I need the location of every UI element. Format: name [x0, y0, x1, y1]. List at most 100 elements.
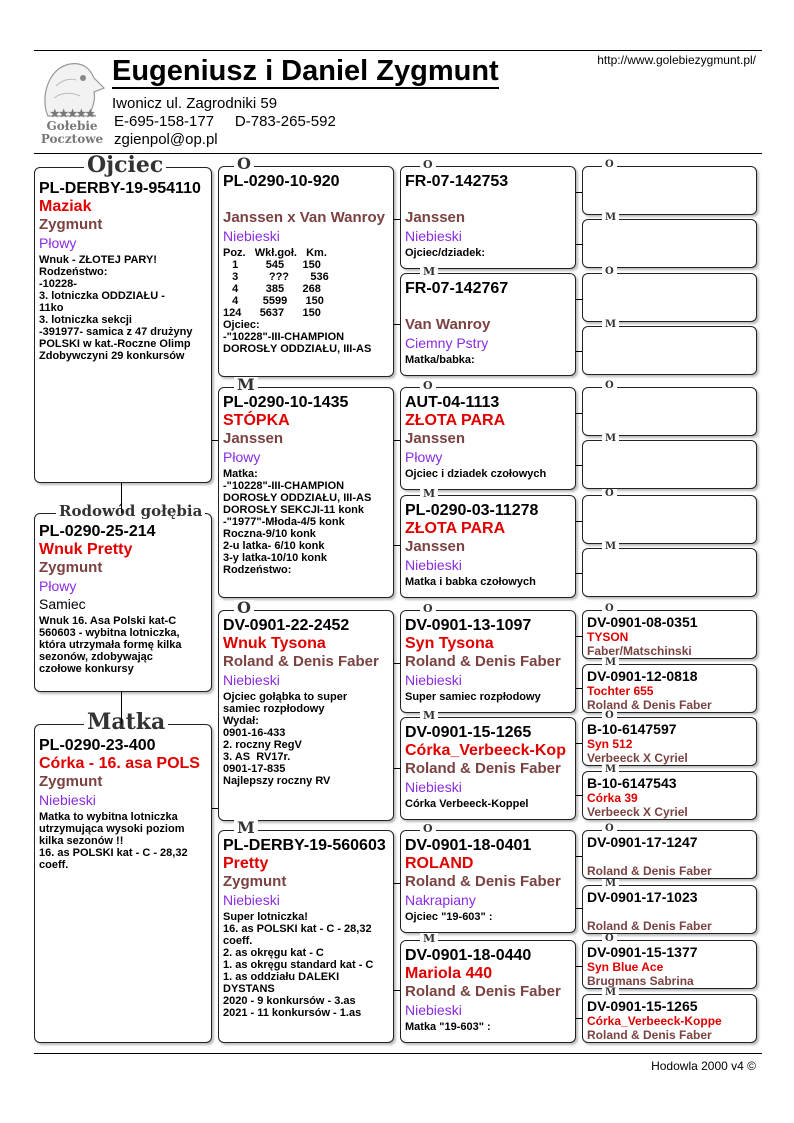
connector-line	[576, 636, 582, 637]
pedigree-box[interactable]: DV-0901-18-0401 ROLAND Roland & Denis Fabe…	[400, 830, 576, 933]
generation-label: M	[602, 213, 620, 223]
note-line: samiec rozpłodowy	[223, 703, 325, 715]
ring-number: DV-0901-13-1097	[405, 617, 532, 634]
notes: Matka to wybitna lotniczka utrzymująca wy…	[39, 811, 207, 871]
note-line: Najlepszy roczny RV	[223, 775, 331, 787]
pedigree-box[interactable]	[582, 326, 757, 375]
note-line: Ojciec gołąbka to super	[223, 691, 348, 703]
pedigree-box[interactable]: PL-0290-03-11278 ZŁOTA PARA Janssen Niebies…	[400, 495, 576, 598]
notes: Matka "19-603" :	[405, 1021, 571, 1033]
connector-line	[576, 573, 582, 574]
note-line: 124 5637 150	[223, 307, 321, 319]
connector-line	[394, 439, 400, 441]
note-line: sezonów, zdobywając	[39, 651, 153, 663]
pedigree-box[interactable]: DV-0901-17-1023 Roland & Denis Faber	[582, 885, 757, 934]
ring-number: DV-0901-17-1247	[587, 834, 698, 850]
generation-label: M	[602, 434, 620, 444]
pedigree-box[interactable]: FR-07-142753 Janssen Niebieski Ojciec/dziad…	[400, 166, 576, 269]
pedigree-box[interactable]: B-10-6147597 Syn 512 Verbeeck X Cyriel	[582, 717, 757, 766]
website-url[interactable]: http://www.golebiezygmunt.pl/	[597, 53, 756, 67]
pedigree-box[interactable]: PL-0290-10-1435 STÓPKA Janssen Płowy Matka:…	[218, 387, 394, 598]
connector-line	[394, 768, 400, 770]
logo-stars: ★★★★★	[49, 107, 95, 120]
notes: Matka: -"10228"-III-CHAMPION DOROSŁY ODDZI…	[223, 468, 389, 576]
breeder-name: Verbeeck X Cyriel	[587, 751, 688, 765]
connector-line	[394, 989, 400, 991]
pigeon-name: Tochter 655	[587, 684, 654, 698]
pigeon-name: ZŁOTA PARA	[405, 412, 506, 429]
generation-label: Matka	[84, 710, 169, 733]
breeder-name: Zygmunt	[39, 559, 103, 576]
pedigree-box[interactable]: B-10-6147543 Córka 39 Verbeeck X Cyriel	[582, 771, 757, 820]
pedigree-box[interactable]	[582, 440, 757, 489]
pedigree-box[interactable]: DV-0901-12-0818 Tochter 655 Roland & Denis…	[582, 664, 757, 713]
pedigree-box[interactable]: DV-0901-15-1377 Syn Blue Ace Brugmans Sabr…	[582, 940, 757, 989]
pedigree-box[interactable]: PL-0290-10-920 Janssen x Van Wanroy Niebie…	[218, 166, 394, 377]
pedigree-box[interactable]: PL-DERBY-19-954110 Maziak Zygmunt Płowy Wnuk…	[34, 167, 212, 483]
note-line: Roczna-9/10 konk	[223, 528, 316, 540]
connector-line	[576, 192, 582, 193]
email[interactable]: zgienpol@op.pl	[114, 131, 218, 148]
connector-line	[576, 521, 582, 522]
address: Iwonicz ul. Zagrodniki 59	[112, 95, 278, 112]
pedigree-box[interactable]	[582, 273, 757, 322]
note-line: -"10228"-III-CHAMPION	[223, 480, 345, 492]
breeder-name: Roland & Denis Faber	[587, 1028, 712, 1042]
note-line: 3. AS RV17r.	[223, 751, 291, 763]
pedigree-box[interactable]	[582, 495, 757, 544]
note-line: Matka:	[223, 468, 258, 480]
generation-label: O	[602, 381, 617, 391]
notes: Super samiec rozpłodowy	[405, 691, 571, 703]
pedigree-box[interactable]: PL-0290-25-214 Wnuk Pretty Zygmunt Płowy Sam…	[34, 513, 212, 692]
pedigree-box[interactable]: DV-0901-15-1265 Córka_Verbeeck-Kop Roland …	[400, 717, 576, 820]
pedigree-box[interactable]: FR-07-142767 Van Wanroy Ciemny Pstry Matka/…	[400, 273, 576, 376]
note-line: która utrzymała formę kilka	[39, 639, 182, 651]
pigeon-name: ZŁOTA PARA	[405, 520, 506, 537]
breeder-name: Janssen	[405, 209, 466, 226]
note-line: Wydał:	[223, 715, 259, 727]
note-line: Zdobywczyni 29 konkursów	[39, 350, 185, 362]
connector-line	[121, 483, 122, 513]
connector-line	[576, 856, 582, 857]
pigeon-name: Syn Tysona	[405, 635, 494, 652]
pigeon-name	[587, 850, 752, 864]
pedigree-box[interactable]	[582, 219, 757, 268]
connector-line	[394, 883, 400, 885]
connector-line	[576, 966, 582, 967]
generation-label: O	[602, 489, 617, 499]
pedigree-box[interactable]	[582, 166, 757, 215]
connector-line	[576, 795, 582, 796]
connector-line	[394, 324, 400, 326]
pedigree-box[interactable]: DV-0901-22-2452 Wnuk Tysona Roland & Denis…	[218, 610, 394, 821]
connector-line	[394, 218, 400, 220]
pedigree-box[interactable]: DV-0901-08-0351 TYSON Faber/Matschinski	[582, 610, 757, 659]
top-rule	[34, 50, 762, 51]
pedigree-box[interactable]: AUT-04-1113 ZŁOTA PARA Janssen Płowy Ojciec …	[400, 387, 576, 490]
note-line: -"10228"-III-CHAMPION	[223, 331, 345, 343]
pedigree-box[interactable]	[582, 548, 757, 597]
pedigree-box[interactable]: PL-0290-23-400 Córka - 16. asa POLS Zygmun…	[34, 724, 212, 1043]
feather-color: Nakrapiany	[405, 892, 476, 908]
generation-label: M	[234, 377, 258, 394]
pigeon-name: Wnuk Tysona	[223, 635, 326, 652]
pedigree-box[interactable]: DV-0901-18-0440 Mariola 440 Roland & Denis…	[400, 940, 576, 1043]
pedigree-box[interactable]: DV-0901-17-1247 Roland & Denis Faber	[582, 830, 757, 879]
pedigree-box[interactable]: PL-DERBY-19-560603 Pretty Zygmunt Niebieski…	[218, 830, 394, 1043]
generation-label: O	[602, 160, 617, 170]
note-line: 2020 - 9 konkursów - 3.as	[223, 995, 356, 1007]
feather-color: Niebieski	[405, 557, 462, 573]
feather-color: Niebieski	[39, 792, 96, 808]
generation-label: M	[602, 658, 620, 668]
generation-label: O	[234, 600, 254, 617]
feather-color: Płowy	[405, 449, 443, 465]
connector-line	[576, 351, 582, 352]
note-line: Ojciec/dziadek:	[405, 247, 486, 259]
pigeon-name: Maziak	[39, 198, 92, 215]
note-line: Super lotniczka!	[223, 911, 308, 923]
generation-label: O	[420, 603, 436, 615]
pedigree-box[interactable]	[582, 387, 757, 436]
breeder-name: Zygmunt	[39, 216, 103, 233]
pedigree-box[interactable]: DV-0901-15-1265 Córka_Verbeeck-Koppe Rolan…	[582, 994, 757, 1043]
pedigree-box[interactable]: DV-0901-13-1097 Syn Tysona Roland & Denis …	[400, 610, 576, 713]
note-line: Rodzeństwo:	[39, 266, 108, 278]
